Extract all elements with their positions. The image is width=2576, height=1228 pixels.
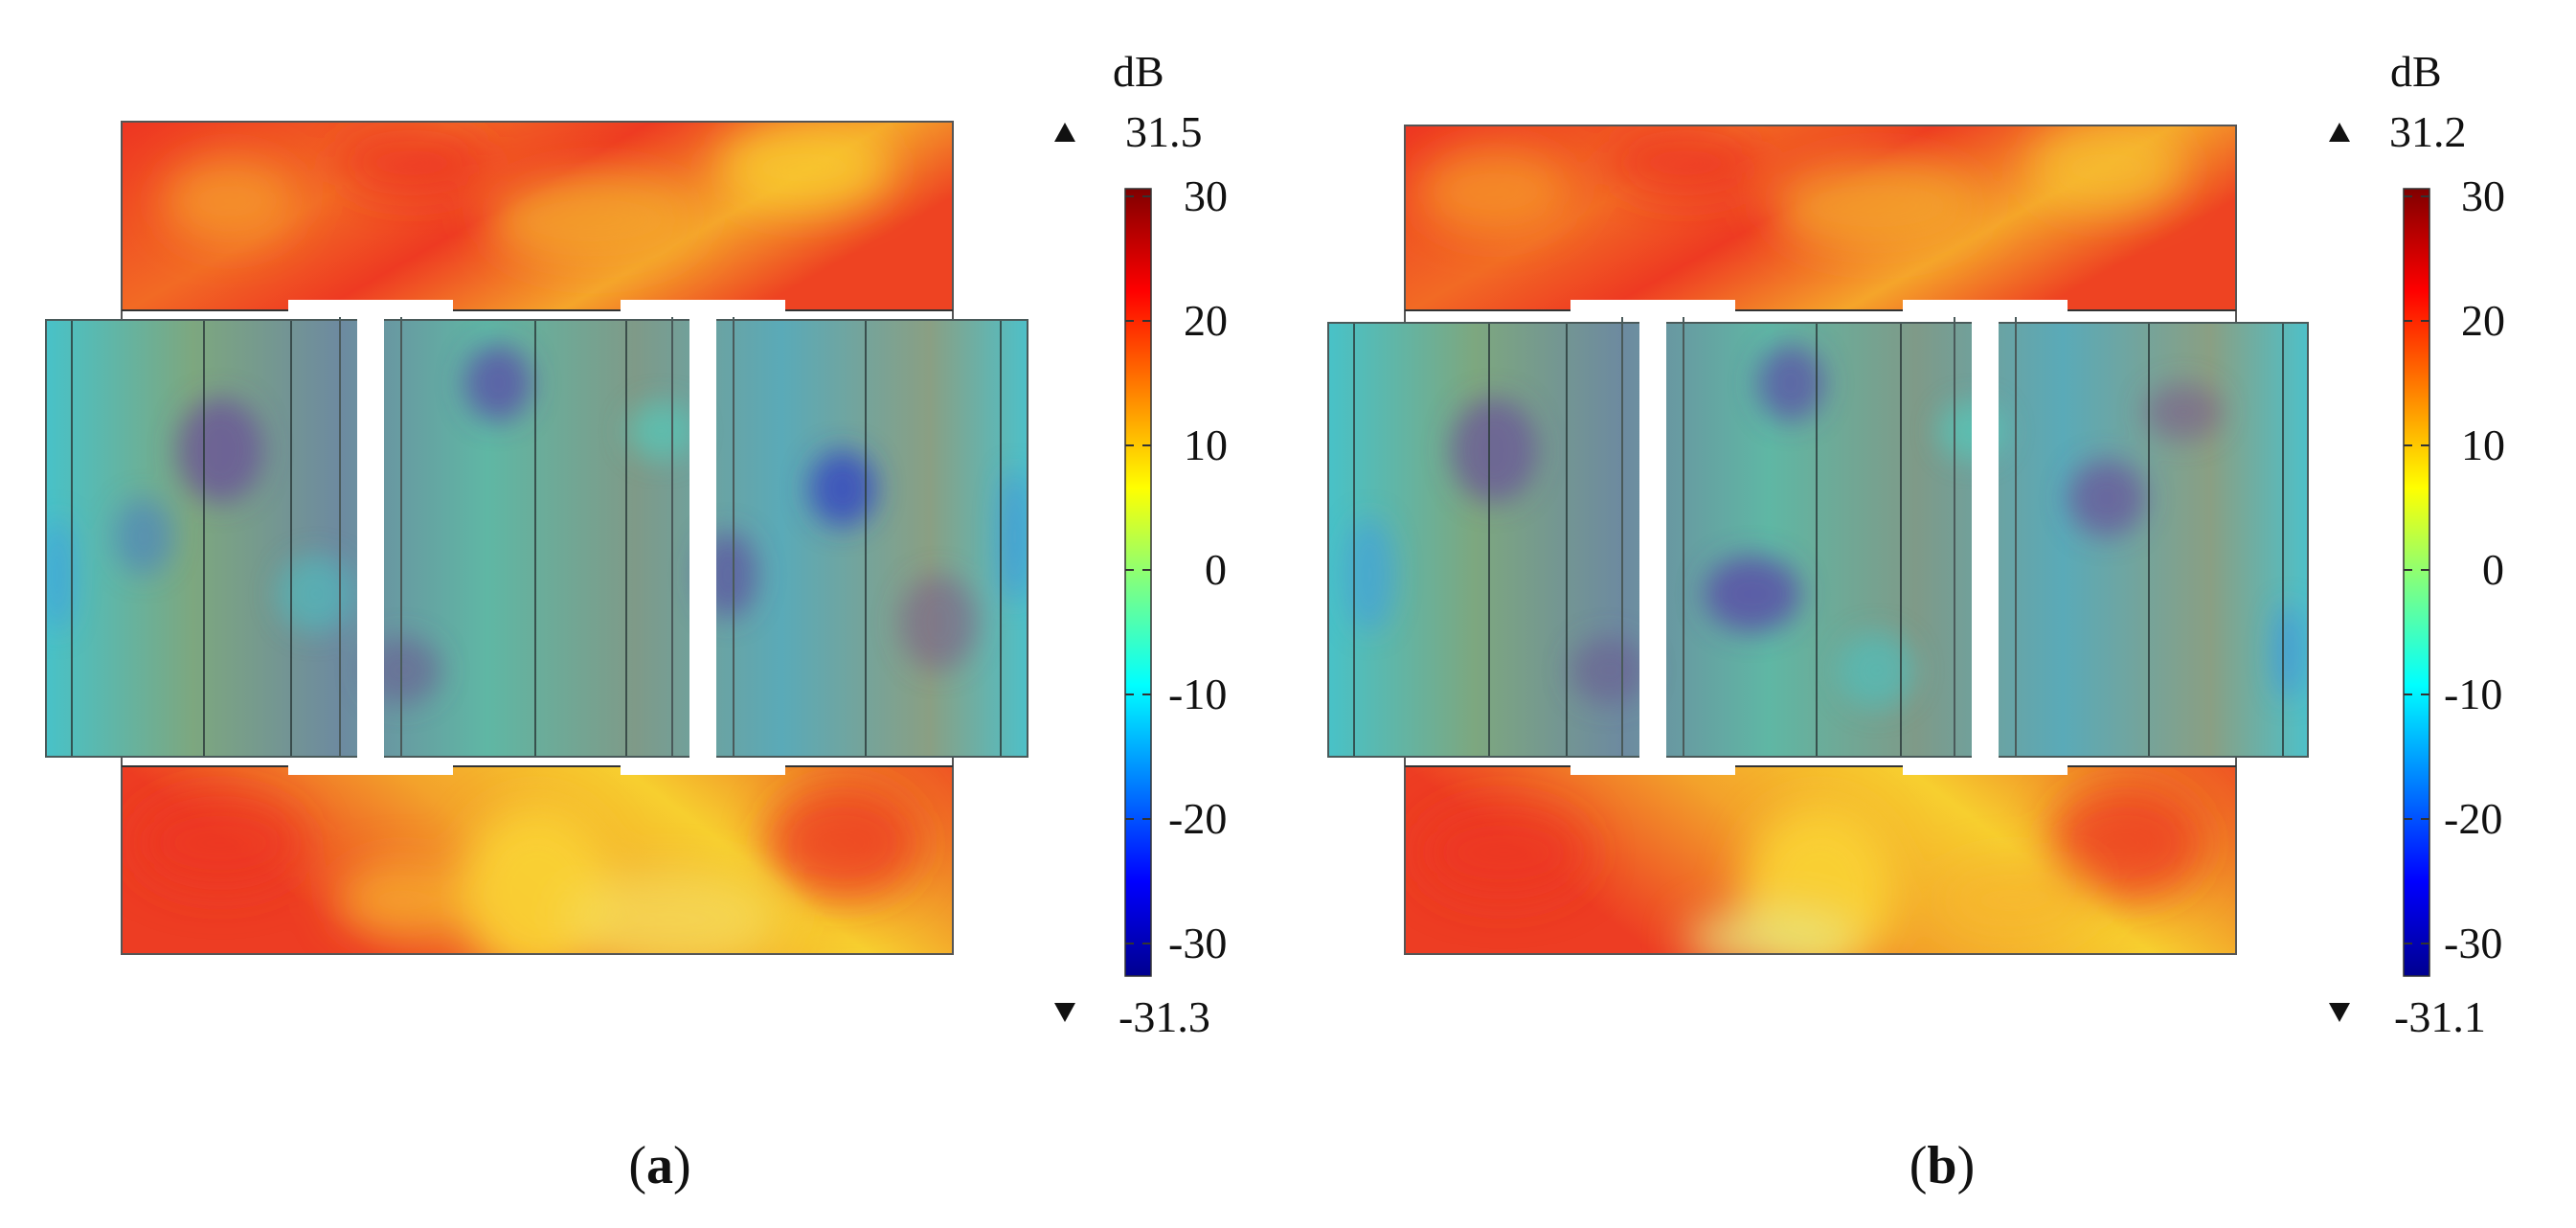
colorbar-max-b: 31.2 xyxy=(2389,107,2467,156)
tick-label-a: 0 xyxy=(1205,545,1227,594)
max-marker-a xyxy=(1054,123,1075,142)
colorbar-ticks-a xyxy=(1125,195,1151,944)
field-bottom-b xyxy=(1405,766,2236,954)
tick-label-a: -30 xyxy=(1168,919,1227,967)
colorbar-min-b: -31.1 xyxy=(2394,992,2486,1041)
panel-b: dB 31.2 30 20 10 0 -10 -20 -30 xyxy=(1327,47,2505,1195)
field-bottom-a xyxy=(122,766,953,954)
slot-left-b xyxy=(1570,300,1735,775)
colorbar-a: dB 31.5 30 20 10 0 -10 -20 -30 xyxy=(1054,47,1228,1041)
caption-label-b: b xyxy=(1927,1136,1956,1195)
caption-a: (a) xyxy=(628,1136,690,1195)
colorbar-unit-b: dB xyxy=(2390,47,2442,96)
tick-label-b: -20 xyxy=(2444,794,2502,843)
panel-a: dB 31.5 30 20 10 0 -10 -20 -30 xyxy=(45,47,1228,1195)
slot-right-b xyxy=(1903,300,2068,775)
tick-label-b: 10 xyxy=(2461,421,2505,469)
colorbar-gradient-b xyxy=(2403,188,2430,977)
field-top-a xyxy=(122,122,953,310)
tick-label-a: -10 xyxy=(1168,670,1227,718)
tick-label-a: 10 xyxy=(1184,421,1228,469)
colorbar-max-a: 31.5 xyxy=(1125,107,1203,156)
tick-label-b: 0 xyxy=(2482,545,2504,594)
tick-label-b: 30 xyxy=(2461,171,2505,220)
caption-label-a: a xyxy=(646,1136,673,1195)
field-top-b xyxy=(1405,125,2236,310)
colorbar-unit-a: dB xyxy=(1113,47,1164,96)
slot-right-a xyxy=(621,300,785,775)
min-marker-b xyxy=(2329,1003,2350,1022)
tick-label-a: -20 xyxy=(1168,794,1227,843)
slot-left-a xyxy=(288,300,453,775)
caption-b: (b) xyxy=(1909,1136,1975,1195)
tick-label-b: 20 xyxy=(2461,296,2505,345)
colorbar-ticks-b xyxy=(2404,195,2429,944)
colorbar-gradient-a xyxy=(1124,188,1152,977)
colorbar-b: dB 31.2 30 20 10 0 -10 -20 -30 xyxy=(2329,47,2505,1041)
tick-label-b: -10 xyxy=(2444,670,2502,718)
colorbar-min-a: -31.3 xyxy=(1119,992,1210,1041)
field-band-a xyxy=(46,320,1028,757)
tick-label-a: 30 xyxy=(1184,171,1228,220)
max-marker-b xyxy=(2329,123,2350,142)
tick-label-a: 20 xyxy=(1184,296,1228,345)
min-marker-a xyxy=(1054,1003,1075,1022)
field-band-b xyxy=(1328,323,2308,757)
tick-label-b: -30 xyxy=(2444,919,2502,967)
